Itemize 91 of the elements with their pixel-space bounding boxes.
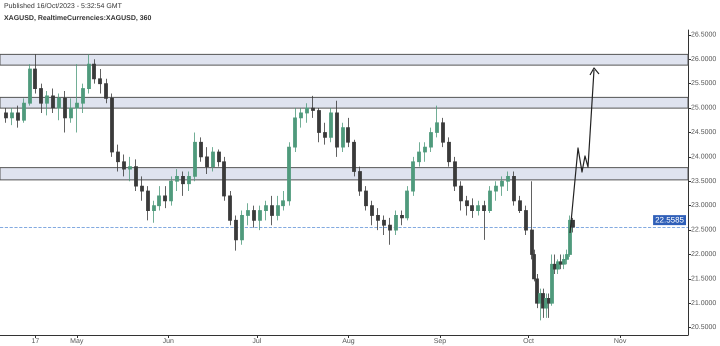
candlestick — [122, 154, 126, 177]
candlestick — [116, 144, 120, 172]
candlestick — [482, 200, 486, 240]
candlestick — [494, 180, 498, 202]
candlestick — [16, 105, 20, 128]
candlestick — [405, 186, 409, 221]
candlestick — [559, 254, 563, 270]
candlestick — [69, 98, 73, 124]
candlestick — [92, 58, 96, 84]
candlestick — [193, 132, 197, 182]
candlestick — [175, 168, 179, 192]
candlestick — [264, 200, 268, 221]
candlestick — [270, 196, 274, 226]
candlestick — [45, 90, 49, 116]
candlestick — [305, 102, 309, 124]
candlestick — [376, 208, 380, 230]
candlestick — [75, 64, 79, 133]
candlestick — [317, 108, 321, 143]
candlestick — [382, 215, 386, 236]
candlestick — [411, 156, 415, 196]
candlestick — [169, 176, 173, 206]
candlestick — [441, 117, 445, 148]
candlestick — [370, 200, 374, 226]
candlestick — [435, 105, 439, 138]
candlestick — [299, 108, 303, 128]
candlestick — [488, 186, 492, 214]
candlestick — [453, 156, 457, 192]
candlestick — [544, 293, 548, 318]
candlestick — [57, 93, 61, 121]
candlestick — [459, 180, 463, 211]
candlestick — [394, 210, 398, 236]
candlestick — [352, 139, 356, 177]
candlestick — [163, 186, 167, 209]
candlestick — [429, 127, 433, 152]
candlestick — [51, 88, 55, 114]
candlestick — [134, 158, 138, 192]
candlestick — [500, 176, 504, 196]
candlestick — [417, 142, 421, 168]
candlestick — [258, 205, 262, 230]
candlestick — [234, 215, 238, 251]
candlestick — [556, 258, 560, 274]
candlestick — [341, 122, 345, 152]
candlestick — [87, 54, 91, 94]
candlestick — [512, 171, 516, 206]
candlestick — [538, 288, 542, 321]
candlestick — [323, 122, 327, 146]
candlestick — [211, 146, 215, 172]
candlestick — [553, 254, 557, 274]
candlestick — [110, 93, 114, 158]
candlestick — [550, 254, 554, 306]
candlestick — [39, 83, 43, 114]
candlestick — [140, 176, 144, 202]
candlestick — [358, 166, 362, 196]
candlestick — [335, 100, 339, 158]
candlestick — [311, 95, 315, 118]
candlestick — [252, 205, 256, 228]
candlestick — [81, 83, 85, 114]
candlestick — [199, 136, 203, 162]
candlestick — [364, 186, 368, 211]
candlestick — [33, 54, 37, 94]
candlestick — [228, 190, 232, 226]
candlestick — [447, 136, 451, 168]
candlestick — [423, 142, 427, 162]
ref-line-label: 22.5585 — [655, 216, 685, 225]
candlestick — [388, 217, 392, 246]
candlestick — [346, 117, 350, 148]
candlestick — [400, 210, 404, 226]
candlestick — [246, 202, 250, 226]
candlestick — [518, 196, 522, 214]
candlestick — [524, 205, 528, 236]
candlestick — [128, 156, 132, 182]
candlestick — [104, 78, 108, 104]
candlestick — [146, 186, 150, 221]
candlestick — [205, 146, 209, 174]
candlestick — [476, 200, 480, 216]
candlestick — [547, 293, 551, 318]
candlestick — [181, 171, 185, 196]
candlestick — [571, 217, 575, 233]
candlestick — [63, 90, 67, 133]
candlestick — [293, 108, 297, 152]
candlestick — [22, 98, 26, 124]
candlestick — [329, 108, 333, 143]
candlestick — [240, 210, 244, 246]
candlestick — [28, 64, 32, 106]
candlestick — [506, 171, 510, 192]
candlestick — [98, 68, 102, 94]
candlestick — [187, 171, 191, 192]
candlestick — [10, 108, 14, 126]
candlestick — [541, 288, 545, 318]
candlestick — [4, 108, 8, 124]
candlestick — [287, 142, 291, 206]
